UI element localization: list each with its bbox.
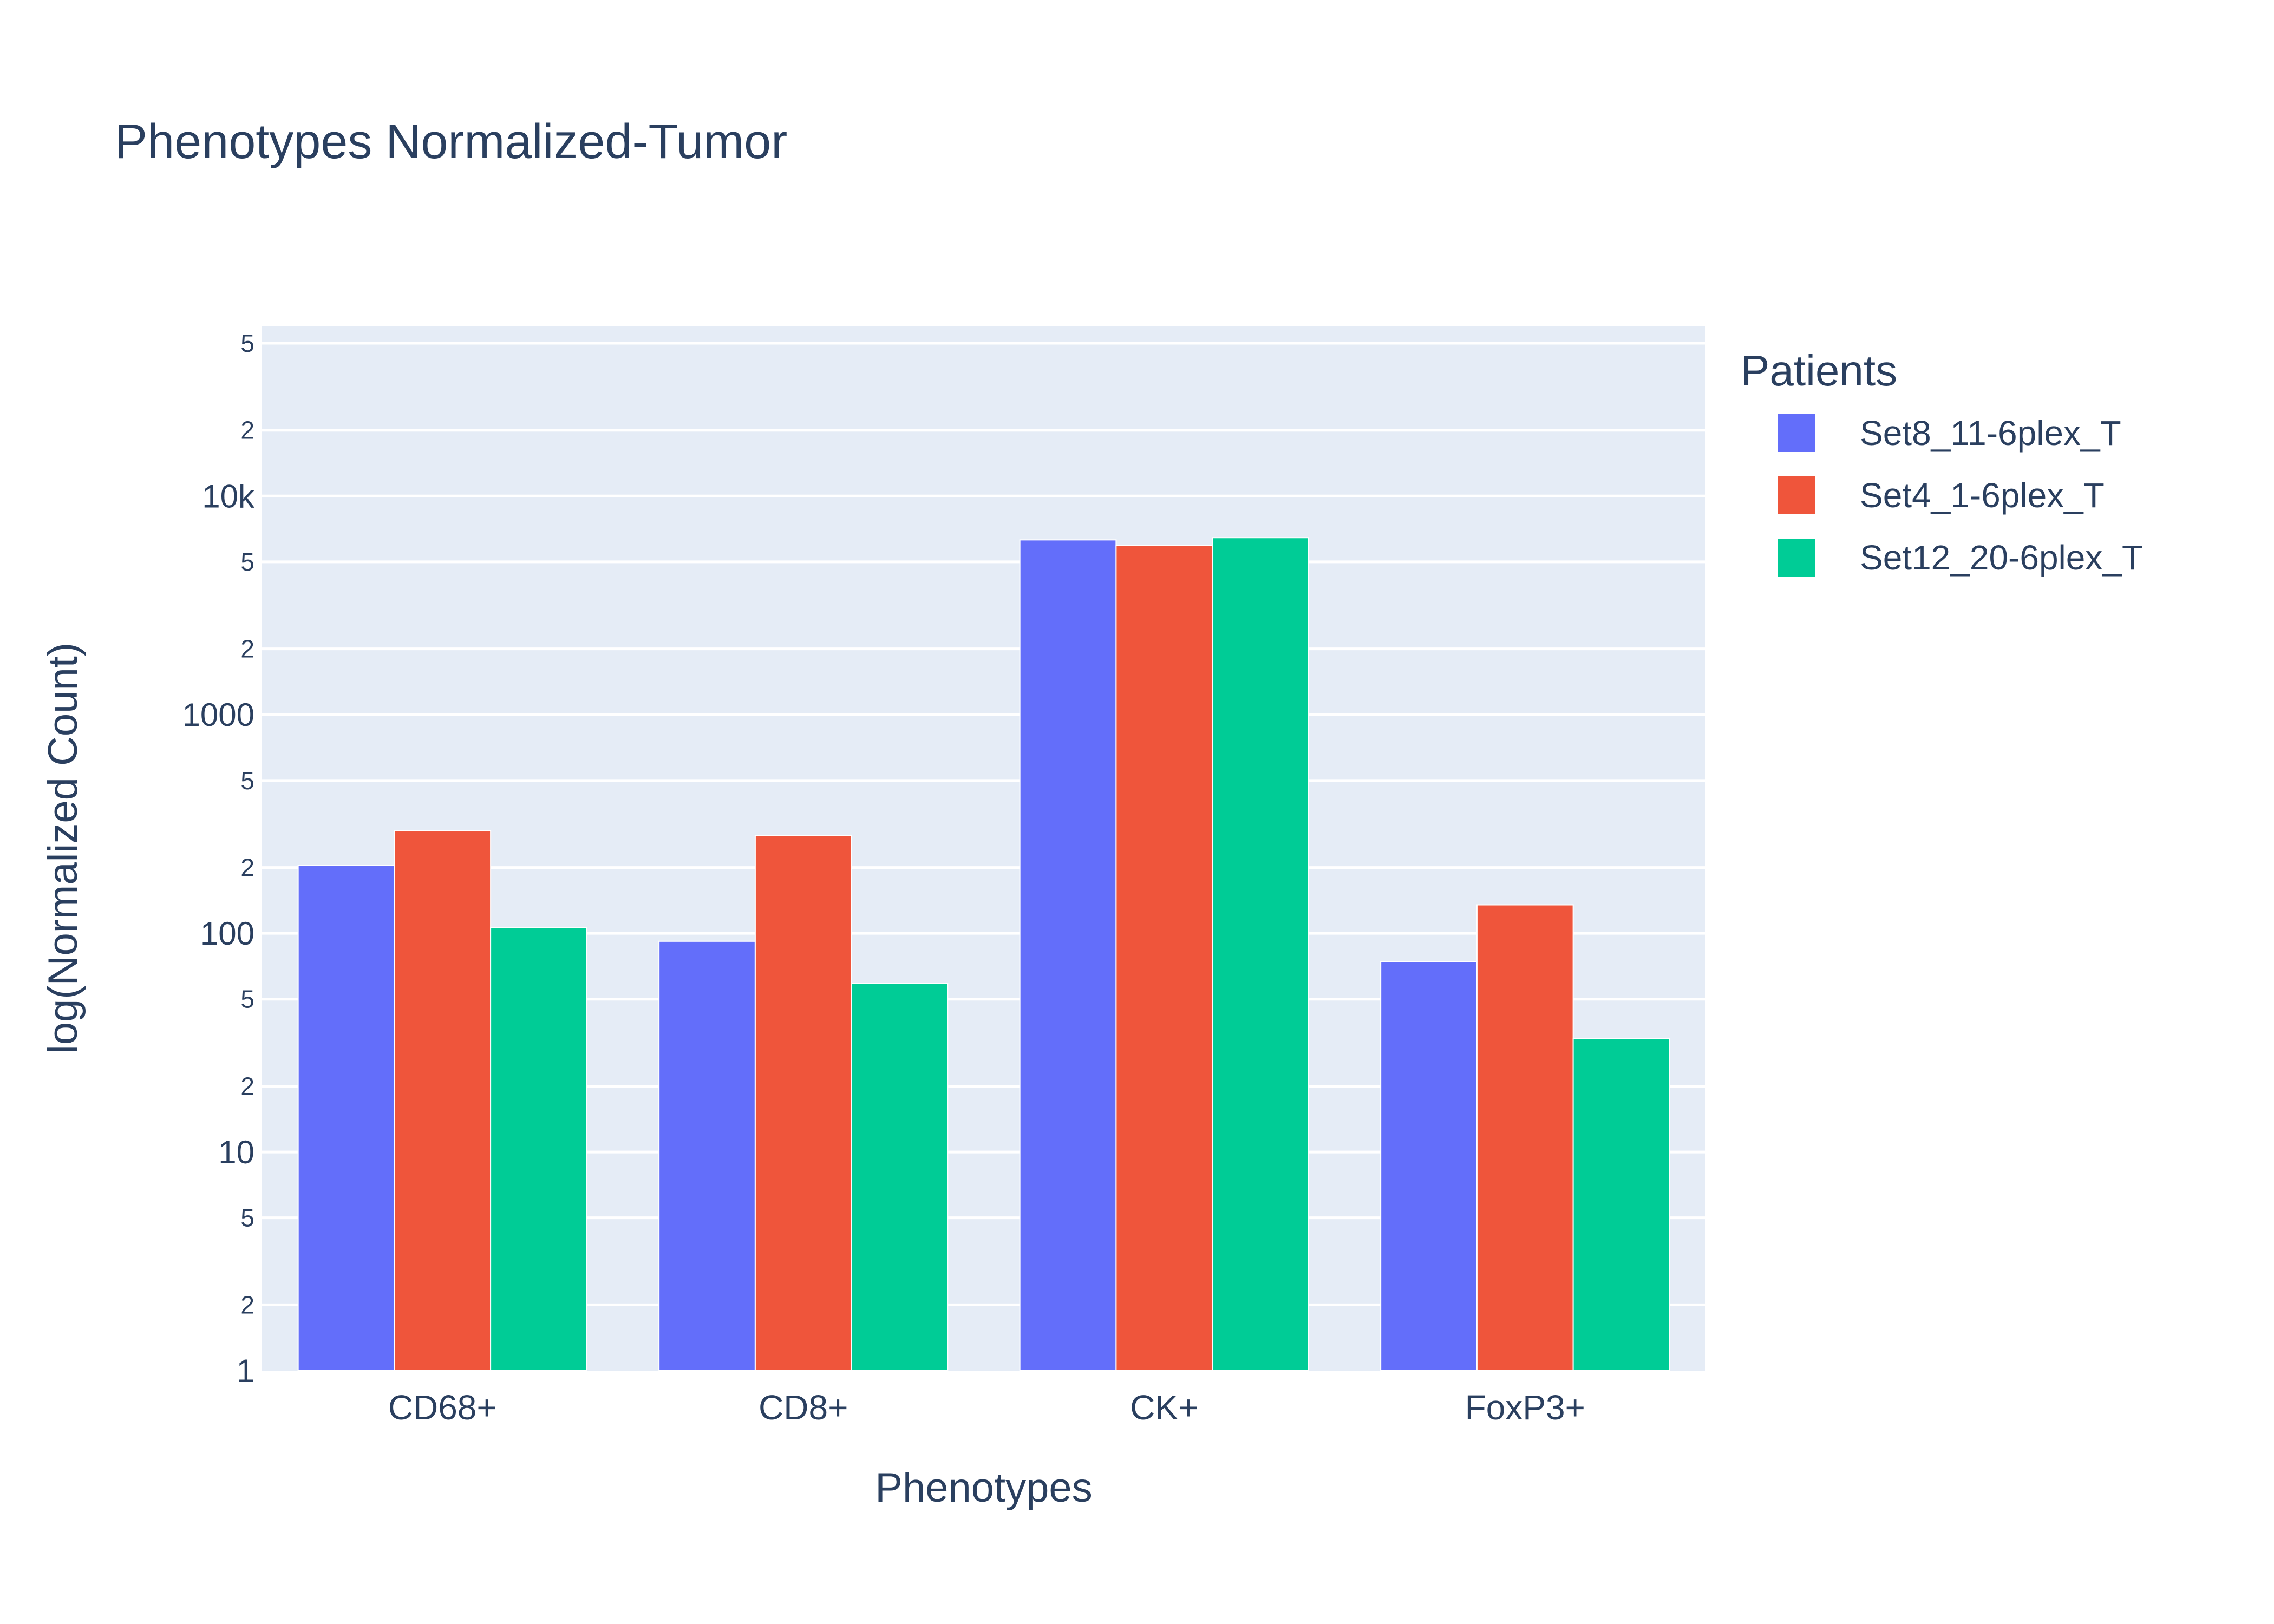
y-axis-title: log(Normalized Count) bbox=[40, 643, 86, 1054]
y-tick-label: 2 bbox=[240, 1072, 254, 1100]
legend-swatch bbox=[1778, 476, 1815, 514]
legend-label: Set12_20-6plex_T bbox=[1860, 538, 2143, 577]
x-tick-label: FoxP3+ bbox=[1465, 1388, 1585, 1427]
y-tick-label: 1000 bbox=[182, 697, 254, 733]
x-tick-label: CK+ bbox=[1130, 1388, 1198, 1427]
y-tick-label: 2 bbox=[240, 635, 254, 663]
y-axis-ticks: 1 2 5 10 2 5 100 2 5 1000 2 5 10k 2 5 bbox=[182, 329, 255, 1389]
y-tick-label: 10k bbox=[202, 478, 255, 514]
bar-cd68-series-2 bbox=[394, 830, 492, 1371]
bar-cd8-series-1 bbox=[658, 940, 756, 1371]
x-tick-label: CD68+ bbox=[388, 1388, 497, 1427]
bar-cd8-series-3 bbox=[851, 983, 949, 1372]
bar-cd8-series-2 bbox=[754, 835, 852, 1371]
x-axis-title: Phenotypes bbox=[875, 1465, 1092, 1511]
y-tick-label: 5 bbox=[240, 1204, 254, 1232]
bar-cd68-series-3 bbox=[490, 927, 587, 1371]
y-tick-label: 2 bbox=[240, 854, 254, 882]
bar-ck-series-1 bbox=[1019, 539, 1117, 1372]
bars bbox=[297, 537, 1670, 1372]
y-tick-label: 1 bbox=[237, 1353, 254, 1389]
bar-cd68-series-1 bbox=[297, 865, 395, 1371]
y-tick-label: 10 bbox=[218, 1134, 254, 1170]
legend-label: Set4_1-6plex_T bbox=[1860, 476, 2105, 515]
x-tick-label: CD8+ bbox=[759, 1388, 848, 1427]
x-axis-ticks: CD68+ CD8+ CK+ FoxP3+ bbox=[388, 1388, 1585, 1427]
y-tick-label: 5 bbox=[240, 548, 254, 576]
bar-foxp3-series-1 bbox=[1380, 961, 1478, 1371]
bar-ck-series-2 bbox=[1115, 545, 1213, 1371]
legend-swatch bbox=[1778, 414, 1815, 452]
legend-title: Patients bbox=[1741, 346, 1897, 395]
chart-title: Phenotypes Normalized-Tumor bbox=[115, 115, 787, 169]
legend-label: Set8_11-6plex_T bbox=[1860, 414, 2121, 453]
legend-items: Set8_11-6plex_T Set4_1-6plex_T Set12_20-6p… bbox=[1778, 414, 2143, 577]
bar-ck-series-3 bbox=[1212, 537, 1309, 1371]
y-tick-label: 5 bbox=[240, 329, 254, 357]
legend-swatch bbox=[1778, 539, 1815, 577]
y-tick-label: 5 bbox=[240, 767, 254, 795]
bar-foxp3-series-2 bbox=[1476, 904, 1574, 1371]
y-tick-label: 2 bbox=[240, 1291, 254, 1319]
bar-foxp3-series-3 bbox=[1572, 1038, 1670, 1371]
y-tick-label: 2 bbox=[240, 416, 254, 444]
y-tick-label: 5 bbox=[240, 985, 254, 1013]
y-tick-label: 100 bbox=[200, 915, 254, 952]
legend: Patients Set8_11-6plex_TSet4_1-6plex_TSe… bbox=[1741, 346, 2143, 577]
